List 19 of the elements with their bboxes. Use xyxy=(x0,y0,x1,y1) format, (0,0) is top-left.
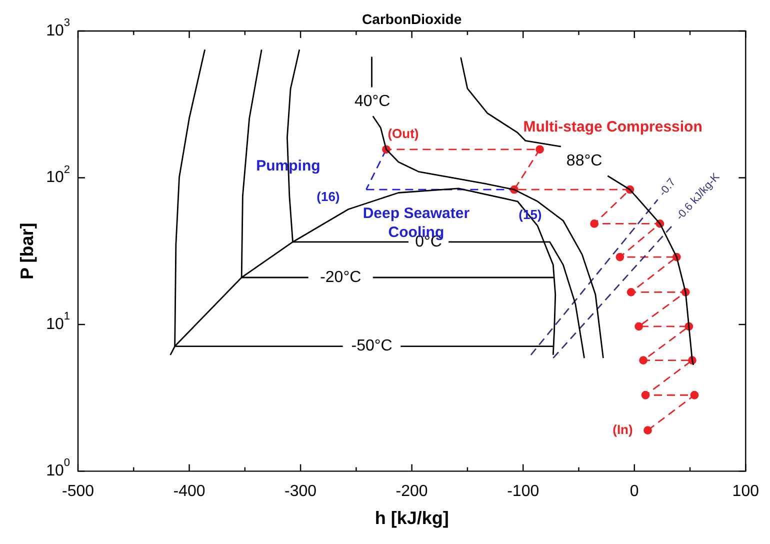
x-tick-label: -200 xyxy=(396,483,428,500)
text: -0.7 xyxy=(656,176,678,199)
x-tick-label: -500 xyxy=(62,483,94,500)
series-label: 88°C xyxy=(566,152,602,170)
annotation: (Out) xyxy=(388,126,419,141)
x-tick-label: -100 xyxy=(507,483,540,500)
x-tick-label: 100 xyxy=(732,483,760,500)
y-axis-title: P [bar] xyxy=(16,222,37,280)
series-label: -50°C xyxy=(351,338,392,355)
annotation: (In) xyxy=(612,422,633,437)
x-tick-label: -400 xyxy=(173,483,206,500)
x-axis-title: h [kJ/kg] xyxy=(374,508,449,528)
x-tick-label: -300 xyxy=(284,483,317,500)
series-label: -20°C xyxy=(320,268,362,286)
series-label: 40°C xyxy=(354,92,390,110)
chart-title: CarbonDioxide xyxy=(362,10,462,27)
series-label: Multi-stage Compression xyxy=(523,118,702,136)
annotation: (16) xyxy=(316,189,340,204)
x-tick-label: 0 xyxy=(630,483,639,500)
